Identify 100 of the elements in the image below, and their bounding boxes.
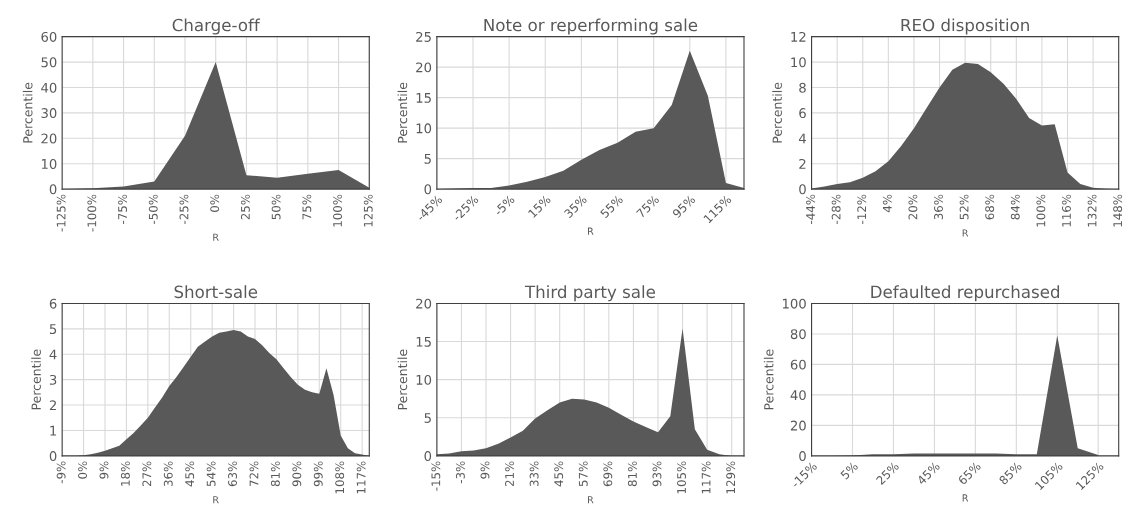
- y-axis-title: Percentile: [397, 82, 408, 143]
- x-tick-label: 100%: [333, 194, 342, 227]
- x-tick-label: 81%: [270, 461, 280, 487]
- x-axis-title: R: [213, 233, 219, 241]
- y-tick-label: 100: [782, 298, 806, 309]
- x-tick-label: -3%: [455, 461, 465, 484]
- x-tick-label: 81%: [627, 461, 637, 487]
- y-tick-label: 2: [49, 400, 56, 411]
- x-tick-label: 25%: [240, 194, 250, 220]
- x-tick-label: 50%: [271, 194, 281, 220]
- y-tick-label: 20: [416, 62, 432, 73]
- x-tick-label: 18%: [120, 461, 130, 486]
- chart-title: Note or reperforming sale: [484, 18, 698, 35]
- y-tick-label: 2: [799, 158, 806, 169]
- x-tick-label: 57%: [578, 461, 588, 487]
- y-tick-label: 15: [416, 93, 431, 103]
- x-tick-label: -5%: [493, 194, 516, 217]
- y-tick-label: 5: [424, 413, 431, 423]
- y-axis-title: Percentile: [31, 349, 41, 410]
- x-tick-label: 27%: [142, 461, 152, 487]
- y-tick-label: 5: [49, 324, 57, 335]
- x-tick-label: 148%: [1113, 194, 1123, 227]
- y-tick-label: 60: [41, 31, 57, 42]
- x-tick-label: -9%: [56, 461, 66, 484]
- y-axis-title: Percentile: [22, 82, 33, 143]
- chart-title: Third party sale: [524, 285, 656, 302]
- y-axis-title: Percentile: [397, 349, 408, 410]
- x-tick-label: 20%: [908, 194, 918, 220]
- y-tick-label: 60: [790, 359, 806, 370]
- y-tick-label: 3: [49, 374, 57, 385]
- x-tick-label: 9%: [99, 461, 109, 479]
- x-tick-label: 105%: [677, 461, 686, 494]
- x-tick-label: -100%: [87, 194, 97, 232]
- x-tick-label: 33%: [529, 461, 539, 487]
- x-tick-label: 36%: [163, 461, 173, 487]
- y-tick-label: 4: [798, 133, 806, 144]
- y-tick-label: 0: [799, 451, 806, 462]
- x-tick-label: 36%: [934, 194, 943, 220]
- x-tick-label: -44%: [806, 194, 815, 224]
- y-tick-label: 40: [790, 390, 806, 401]
- x-tick-label: 72%: [249, 461, 259, 487]
- x-tick-label: 45%: [185, 461, 195, 487]
- chart-title: Defaulted repurchased: [871, 285, 1060, 302]
- x-tick-label: -125%: [56, 194, 66, 232]
- y-tick-label: 10: [41, 158, 57, 169]
- x-tick-label: 90%: [292, 461, 302, 487]
- y-tick-label: 0: [424, 451, 432, 462]
- y-tick-label: 0: [799, 184, 806, 195]
- x-tick-label: 0%: [210, 194, 220, 212]
- y-tick-label: 0: [49, 184, 57, 195]
- x-tick-label: -75%: [118, 194, 127, 224]
- y-tick-label: 80: [790, 329, 806, 340]
- y-tick-label: 20: [790, 420, 806, 431]
- y-tick-label: 10: [416, 123, 432, 134]
- y-tick-label: 0: [49, 451, 57, 462]
- x-tick-label: 125%: [363, 194, 373, 227]
- x-tick-label: -15%: [431, 461, 441, 491]
- x-tick-label: 84%: [1010, 194, 1020, 220]
- y-tick-label: 0: [424, 184, 432, 195]
- chart-title: REO disposition: [901, 18, 1029, 35]
- x-tick-label: 9%: [480, 461, 490, 479]
- x-tick-label: -28%: [831, 194, 841, 224]
- y-tick-label: 5: [424, 154, 431, 164]
- y-tick-label: 40: [41, 82, 57, 93]
- chart-title: Short-sale: [174, 285, 258, 299]
- x-tick-label: 45%: [554, 461, 564, 487]
- y-tick-label: 15: [416, 336, 431, 347]
- x-axis-title: R: [588, 227, 594, 235]
- x-tick-label: 108%: [335, 461, 345, 494]
- x-tick-label: 99%: [313, 461, 323, 487]
- y-axis-title: Percentile: [763, 349, 774, 410]
- x-tick-label: -25%: [179, 194, 189, 224]
- x-axis-title: R: [588, 496, 594, 504]
- x-axis-title: R: [962, 229, 969, 237]
- x-tick-label: 116%: [1062, 194, 1071, 227]
- x-tick-label: 132%: [1087, 194, 1097, 227]
- y-tick-label: 10: [416, 374, 432, 385]
- y-tick-label: 20: [416, 298, 432, 309]
- x-tick-label: -12%: [857, 194, 867, 224]
- x-tick-label: 21%: [505, 461, 514, 487]
- y-tick-label: 20: [41, 133, 57, 144]
- x-tick-label: 100%: [1036, 194, 1046, 227]
- x-tick-label: 68%: [985, 194, 995, 220]
- x-tick-label: 69%: [603, 461, 613, 487]
- x-tick-label: 52%: [959, 194, 969, 220]
- y-tick-label: 4: [49, 349, 57, 360]
- x-tick-label: 117%: [356, 461, 366, 494]
- y-tick-label: 10: [791, 57, 806, 68]
- x-tick-label: 117%: [701, 461, 711, 494]
- x-axis-title: R: [213, 496, 219, 504]
- x-tick-label: 5%: [840, 461, 859, 480]
- chart-title: Charge-off: [172, 18, 261, 35]
- x-tick-label: 93%: [652, 461, 662, 487]
- x-tick-label: 0%: [78, 461, 87, 479]
- y-tick-label: 6: [49, 298, 57, 309]
- x-tick-label: -50%: [148, 194, 158, 224]
- x-tick-label: 63%: [228, 461, 237, 487]
- x-tick-label: 129%: [726, 461, 736, 494]
- y-tick-label: 6: [799, 108, 806, 119]
- x-tick-label: 4%: [882, 194, 892, 213]
